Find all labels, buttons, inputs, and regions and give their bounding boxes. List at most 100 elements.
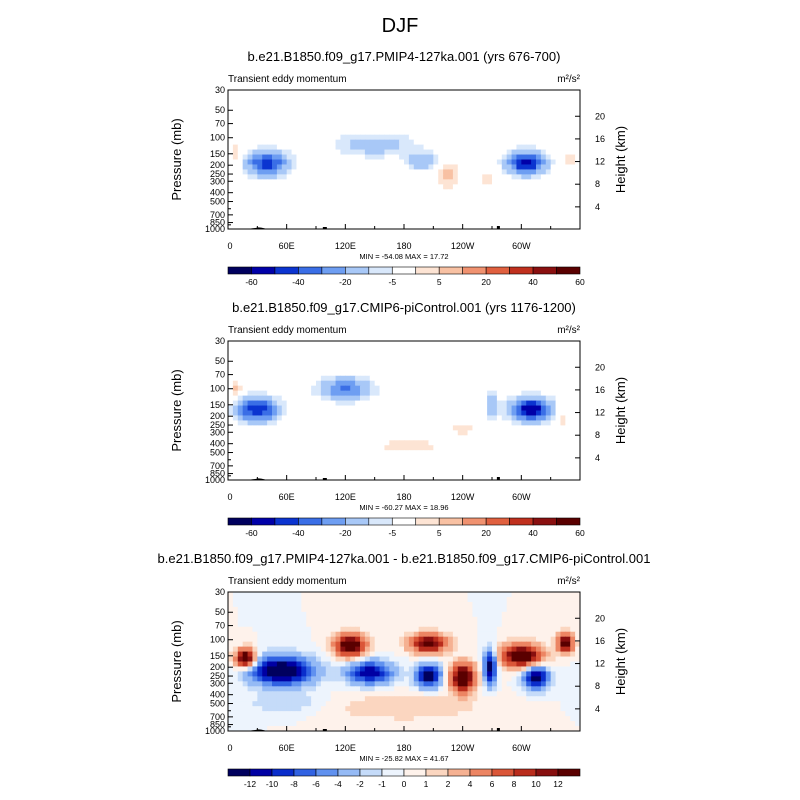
field-cell: [355, 641, 361, 648]
field-cell: [247, 360, 253, 367]
field-cell: [570, 204, 576, 210]
field-cell: [443, 425, 449, 431]
field-cell: [575, 350, 581, 357]
field-cell: [575, 385, 581, 392]
field-cell: [521, 415, 527, 421]
field-cell: [492, 104, 498, 111]
field-cell: [492, 445, 498, 451]
field-cell: [335, 169, 341, 175]
field-cell: [467, 164, 473, 170]
field-cell: [540, 355, 547, 362]
field-cell: [555, 375, 561, 382]
field-cell: [516, 631, 522, 638]
field-cell: [291, 119, 297, 126]
field-cell: [448, 134, 454, 141]
field-cell: [399, 350, 405, 357]
field-cell: [550, 425, 557, 431]
field-cell: [448, 626, 454, 633]
field-cell: [408, 114, 415, 121]
field-cell: [394, 390, 400, 397]
field-cell: [320, 159, 327, 165]
field-cell: [306, 124, 312, 131]
field-cell: [301, 380, 307, 387]
field-cell: [531, 194, 537, 200]
field-cell: [325, 626, 332, 633]
field-cell: [364, 626, 371, 633]
field-cell: [242, 114, 249, 121]
field-cell: [496, 164, 503, 170]
field-cell: [472, 209, 478, 215]
field-cell: [374, 365, 381, 372]
field-cell: [575, 154, 581, 160]
field-cell: [394, 465, 400, 471]
field-cell: [516, 385, 522, 392]
field-cell: [550, 380, 557, 387]
field-cell: [330, 415, 337, 421]
field-cell: [457, 440, 464, 446]
field-cell: [492, 380, 498, 387]
field-cell: [272, 219, 278, 225]
field-cell: [550, 365, 557, 372]
field-cell: [262, 350, 268, 357]
field-cell: [506, 219, 513, 225]
field-cell: [257, 450, 263, 456]
field-cell: [423, 636, 429, 643]
field-cell: [457, 159, 464, 165]
field-cell: [570, 390, 576, 397]
field-cell: [262, 134, 268, 141]
colorbar-label: -20: [339, 528, 352, 538]
field-cell: [316, 174, 322, 180]
field-cell: [257, 621, 263, 628]
field-cell: [560, 94, 566, 101]
field-cell: [335, 189, 341, 195]
field-cell: [267, 109, 273, 116]
field-cell: [492, 219, 498, 225]
field-cell: [399, 164, 405, 170]
field-cell: [325, 154, 332, 160]
field-cell: [428, 631, 434, 638]
field-cell: [306, 425, 312, 431]
field-cell: [428, 475, 434, 481]
colorbar-label: 5: [437, 277, 442, 287]
field-cell: [394, 621, 400, 628]
field-cell: [408, 214, 415, 220]
field-cell: [364, 395, 371, 402]
field-cell: [443, 179, 449, 185]
field-cell: [276, 341, 283, 347]
field-cell: [335, 370, 341, 377]
field-cell: [345, 641, 351, 648]
field-cell: [320, 204, 327, 210]
field-cell: [237, 114, 244, 121]
field-cell: [389, 345, 395, 352]
field-cell: [545, 636, 552, 643]
field-cell: [413, 465, 420, 471]
field-cell: [413, 636, 420, 643]
field-cell: [540, 410, 547, 416]
field-cell: [394, 606, 400, 613]
field-cell: [330, 139, 337, 146]
field-cell: [394, 641, 400, 648]
field-cell: [320, 179, 327, 185]
field-cell: [247, 90, 253, 96]
field-cell: [560, 450, 566, 456]
field-cell: [335, 179, 341, 185]
field-cell: [462, 475, 469, 481]
field-cell: [516, 395, 522, 402]
field-cell: [565, 440, 571, 446]
field-cell: [511, 385, 517, 392]
field-cell: [487, 606, 493, 613]
field-cell: [340, 144, 346, 151]
field-cell: [545, 475, 552, 481]
field-cell: [433, 410, 439, 416]
field-cell: [462, 194, 469, 200]
field-cell: [575, 109, 581, 116]
field-cell: [545, 99, 552, 106]
field-cell: [330, 400, 337, 407]
field-cell: [575, 179, 581, 185]
field-cell: [311, 159, 317, 165]
field-cell: [511, 425, 517, 431]
field-cell: [492, 139, 498, 146]
field-cell: [526, 430, 532, 436]
field-cell: [296, 90, 302, 96]
field-cell: [272, 400, 278, 407]
